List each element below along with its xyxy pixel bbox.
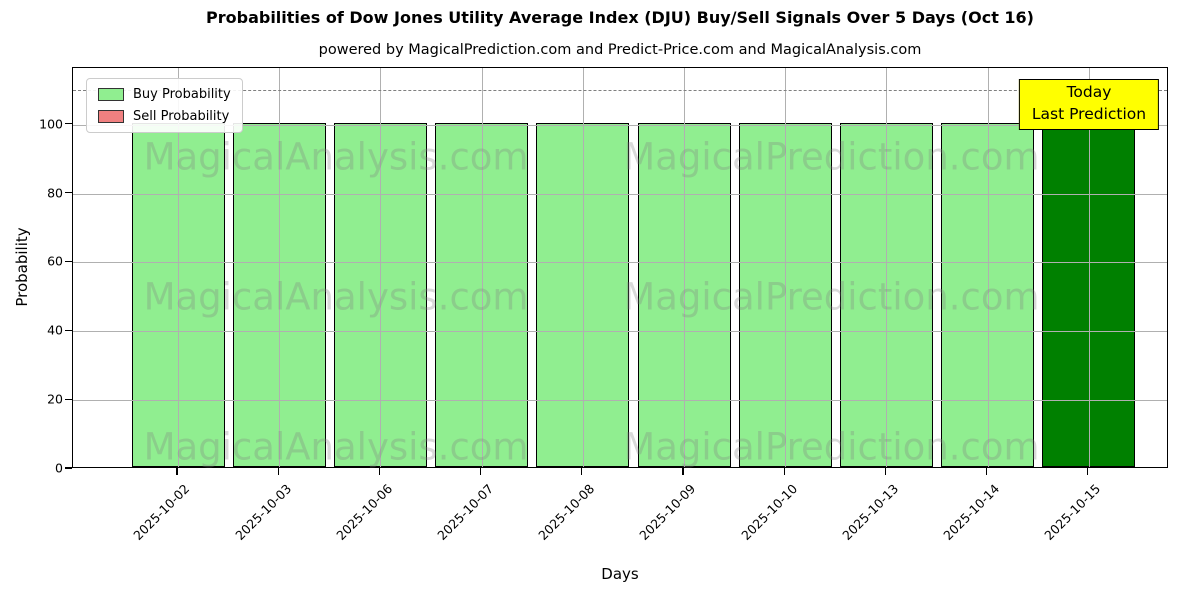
h-gridline [73, 262, 1167, 264]
v-gridline [1088, 68, 1090, 467]
h-gridline [73, 124, 1167, 126]
buy-swatch-icon [98, 88, 124, 101]
legend-label-buy: Buy Probability [133, 87, 231, 102]
y-tick-mark [65, 467, 72, 469]
watermark-text: MagicalAnalysis.com [143, 275, 529, 319]
x-tick-mark [682, 468, 684, 475]
x-tick-mark [986, 468, 988, 475]
legend-item-sell: Sell Probability [98, 109, 231, 124]
v-gridline [481, 68, 483, 467]
x-tick-label-text: 2025-10-13 [839, 481, 901, 543]
x-tick-label-text: 2025-10-03 [231, 481, 294, 543]
x-tick-label-text: 2025-10-06 [333, 481, 395, 543]
y-tick-mark [65, 192, 72, 194]
annotation-line1: Today [1066, 83, 1112, 101]
x-tick-label-text: 2025-10-08 [535, 481, 598, 543]
v-gridline [178, 68, 179, 467]
x-tick-label-text: 2025-10-15 [1041, 481, 1104, 543]
watermark-text: MagicalPrediction.com [623, 425, 1040, 469]
watermark-text: MagicalPrediction.com [623, 275, 1040, 319]
y-tick-label: 100 [39, 116, 63, 132]
x-tick-label-text: 2025-10-14 [940, 481, 1003, 543]
today-annotation: Today Last Prediction [1018, 79, 1160, 131]
legend-item-buy: Buy Probability [98, 87, 231, 102]
x-tick-mark [176, 468, 178, 475]
h-gridline [73, 400, 1167, 402]
x-tick-mark [884, 468, 886, 475]
x-tick-mark [783, 468, 785, 475]
x-tick-label-text: 2025-10-10 [737, 481, 800, 543]
y-tick-label: 80 [47, 185, 63, 201]
y-tick-label: 40 [47, 322, 63, 338]
chart-title: Probabilities of Dow Jones Utility Avera… [206, 8, 1034, 27]
x-axis-label: Days [601, 565, 639, 583]
x-tick-label-text: 2025-10-09 [636, 481, 699, 543]
legend: Buy Probability Sell Probability [86, 78, 243, 133]
h-gridline [73, 331, 1167, 333]
x-tick-mark [378, 468, 380, 475]
v-gridline [380, 68, 382, 467]
sell-swatch-icon [98, 110, 124, 123]
y-tick-mark [65, 123, 72, 125]
y-tick-mark [65, 329, 72, 331]
watermark-text: MagicalAnalysis.com [143, 135, 529, 179]
v-gridline [684, 68, 685, 467]
y-tick-mark [65, 398, 72, 400]
x-tick-mark [581, 468, 583, 475]
v-gridline [785, 68, 787, 467]
h-gridline [73, 193, 1167, 195]
y-tick-mark [65, 260, 72, 263]
annotation-line2: Last Prediction [1031, 104, 1147, 123]
watermark-text: MagicalPrediction.com [623, 135, 1040, 179]
dashed-threshold-line [73, 90, 1167, 92]
x-tick-mark [277, 468, 279, 475]
x-tick-label-text: 2025-10-02 [130, 481, 193, 543]
x-tick-mark [480, 468, 482, 475]
v-gridline [279, 68, 281, 467]
y-tick-label: 0 [55, 460, 63, 476]
x-tick-label-text: 2025-10-07 [434, 481, 497, 543]
watermark-text: MagicalAnalysis.com [143, 425, 529, 469]
plot-area: Buy Probability Sell Probability Today L… [72, 67, 1168, 468]
v-gridline [582, 68, 584, 467]
y-tick-label: 20 [47, 391, 63, 407]
v-gridline [886, 68, 888, 467]
y-tick-label: 60 [47, 253, 63, 269]
v-gridline [987, 68, 989, 467]
legend-label-sell: Sell Probability [133, 109, 230, 124]
chart-subtitle: powered by MagicalPrediction.com and Pre… [318, 42, 922, 58]
x-tick-mark [1087, 468, 1089, 475]
